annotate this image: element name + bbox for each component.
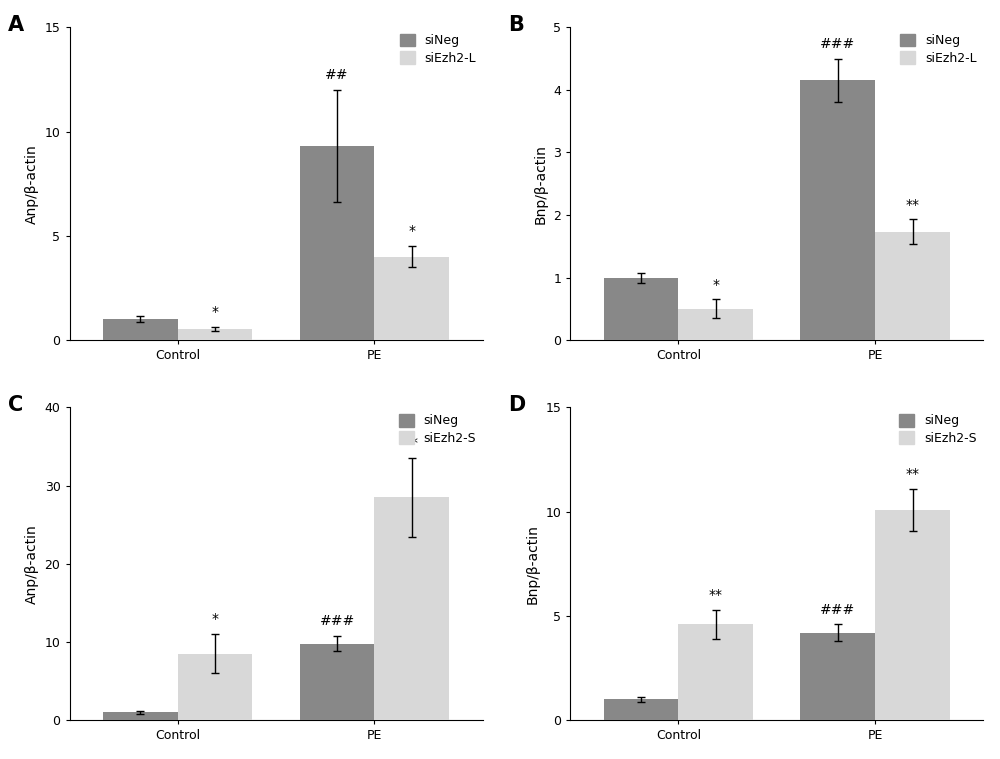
- Bar: [604, 700, 678, 720]
- Bar: [178, 329, 252, 340]
- Legend: siNeg, siEzh2-L: siNeg, siEzh2-L: [900, 33, 977, 65]
- Text: ###: ###: [820, 603, 855, 616]
- Text: D: D: [508, 395, 525, 415]
- Text: ###: ###: [319, 614, 355, 628]
- Y-axis label: Bnp/β-actin: Bnp/β-actin: [534, 143, 548, 224]
- Text: **: **: [906, 467, 920, 481]
- Bar: [875, 232, 950, 340]
- Legend: siNeg, siEzh2-L: siNeg, siEzh2-L: [400, 33, 476, 65]
- Text: *: *: [712, 278, 719, 291]
- Text: A: A: [8, 14, 24, 35]
- Bar: [300, 146, 374, 340]
- Text: *: *: [212, 304, 219, 319]
- Bar: [800, 633, 875, 720]
- Text: **: **: [906, 197, 920, 212]
- Bar: [678, 625, 753, 720]
- Y-axis label: Anp/β-actin: Anp/β-actin: [25, 524, 39, 603]
- Bar: [374, 497, 449, 720]
- Text: *: *: [408, 225, 415, 238]
- Bar: [800, 80, 875, 340]
- Y-axis label: Bnp/β-actin: Bnp/β-actin: [526, 524, 540, 604]
- Bar: [678, 309, 753, 340]
- Text: ###: ###: [820, 36, 855, 51]
- Text: ##: ##: [325, 68, 349, 82]
- Bar: [103, 713, 178, 720]
- Legend: siNeg, siEzh2-S: siNeg, siEzh2-S: [899, 414, 977, 445]
- Text: *: *: [212, 613, 219, 626]
- Legend: siNeg, siEzh2-S: siNeg, siEzh2-S: [399, 414, 476, 445]
- Bar: [103, 320, 178, 340]
- Bar: [604, 278, 678, 340]
- Text: B: B: [508, 14, 524, 35]
- Text: **: **: [709, 588, 723, 602]
- Text: C: C: [8, 395, 23, 415]
- Bar: [178, 653, 252, 720]
- Y-axis label: Anp/β-actin: Anp/β-actin: [25, 143, 39, 224]
- Bar: [875, 510, 950, 720]
- Text: **: **: [405, 436, 419, 451]
- Bar: [300, 644, 374, 720]
- Bar: [374, 257, 449, 340]
